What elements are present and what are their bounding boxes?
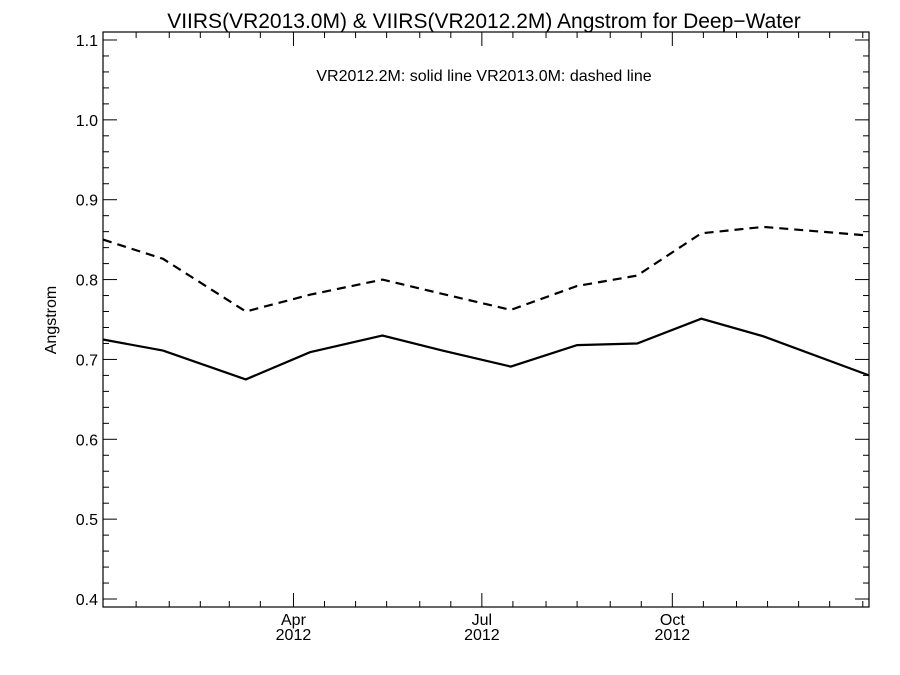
x-tick-label-month: Apr (281, 612, 307, 629)
plot-frame (102, 31, 870, 608)
x-tick-label-year: 2012 (276, 627, 312, 644)
y-axis-label: Angstrom (43, 286, 60, 354)
series-line-vr2013-0m (102, 225, 870, 313)
y-tick-label: 1.0 (76, 113, 98, 130)
y-tick-label: 0.9 (76, 193, 98, 210)
x-tick-label-year: 2012 (655, 627, 691, 644)
y-tick-label: 0.6 (76, 432, 98, 449)
chart-legend-annotation: VR2012.2M: solid line VR2013.0M: dashed … (316, 68, 651, 85)
y-tick-label: 0.4 (76, 592, 98, 609)
chart-title: VIIRS(VR2013.0M) & VIIRS(VR2012.2M) Angs… (167, 10, 801, 33)
x-tick-label-month: Jul (472, 612, 492, 629)
y-tick-label: 0.5 (76, 512, 98, 529)
y-tick-label: 1.1 (76, 33, 98, 50)
y-tick-label: 0.8 (76, 273, 98, 290)
series-line-vr2012-2m (102, 317, 870, 381)
x-tick-label-month: Oct (660, 612, 685, 629)
x-tick-label-year: 2012 (464, 627, 500, 644)
y-tick-label: 0.7 (76, 352, 98, 369)
